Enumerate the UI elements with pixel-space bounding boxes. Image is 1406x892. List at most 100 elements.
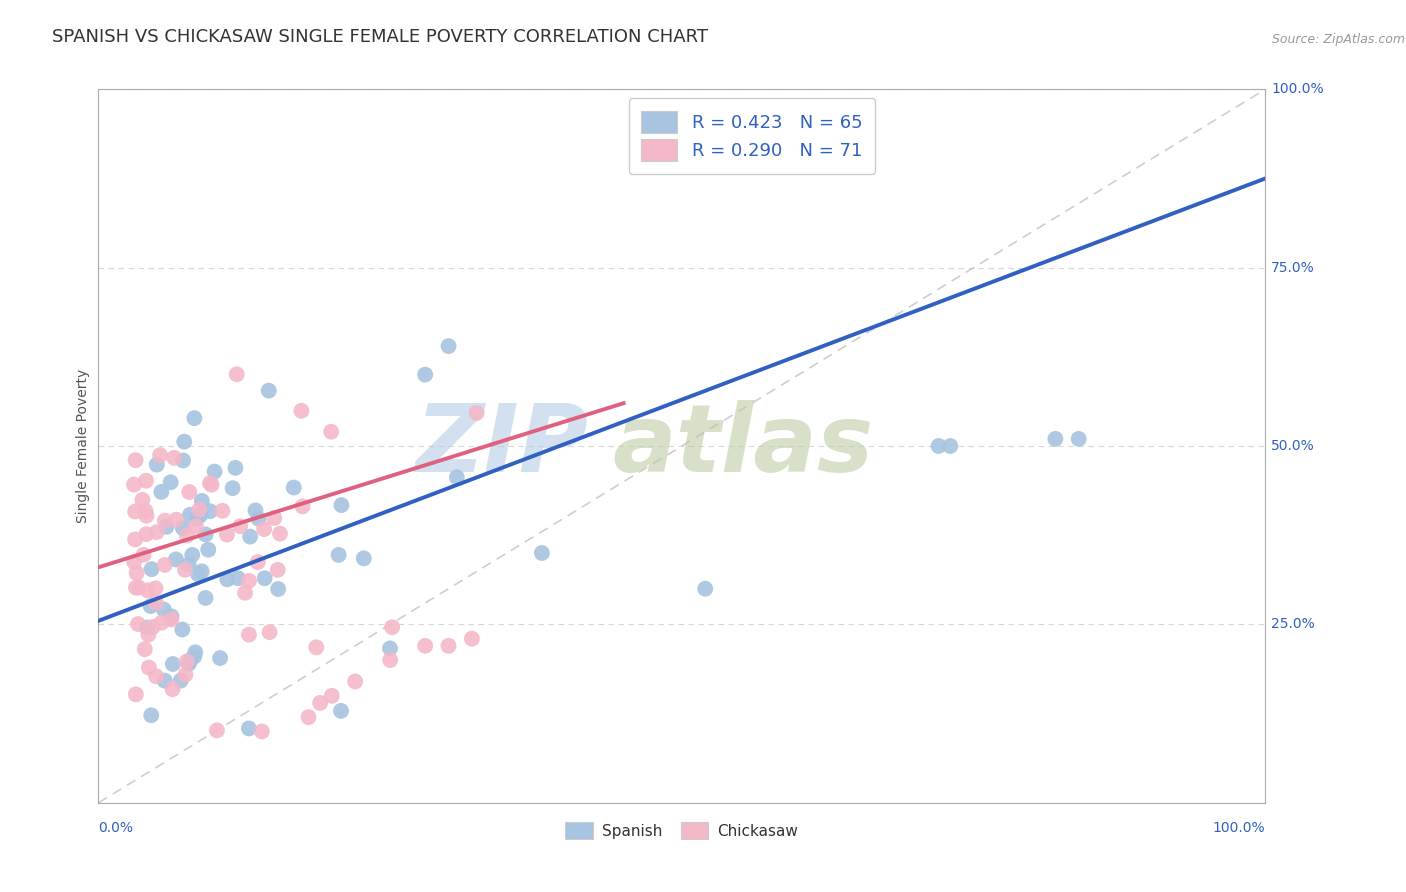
Point	[135, 527, 157, 541]
Point	[378, 641, 401, 656]
Point	[153, 673, 176, 688]
Point	[149, 448, 172, 462]
Point	[187, 567, 209, 582]
Point	[135, 508, 157, 523]
Point	[250, 724, 273, 739]
Point	[124, 504, 146, 518]
Point	[928, 439, 950, 453]
Point	[186, 512, 208, 526]
Point	[1045, 432, 1067, 446]
Point	[381, 620, 404, 634]
Point	[177, 558, 200, 572]
Text: 0.0%: 0.0%	[98, 821, 134, 835]
Point	[165, 513, 187, 527]
Point	[1067, 432, 1090, 446]
Point	[145, 596, 167, 610]
Point	[353, 551, 375, 566]
Point	[238, 574, 260, 588]
Point	[253, 571, 276, 585]
Point	[163, 450, 186, 465]
Point	[131, 492, 153, 507]
Point	[165, 552, 187, 566]
Text: 25.0%: 25.0%	[1271, 617, 1315, 632]
Point	[246, 555, 269, 569]
Point	[211, 504, 233, 518]
Point	[153, 558, 176, 572]
Point	[247, 512, 270, 526]
Point	[330, 498, 353, 512]
Point	[184, 519, 207, 533]
Point	[172, 453, 194, 467]
Point	[939, 439, 962, 453]
Point	[179, 653, 201, 667]
Point	[184, 645, 207, 659]
Point	[160, 612, 183, 626]
Point	[204, 465, 226, 479]
Text: 50.0%: 50.0%	[1271, 439, 1315, 453]
Point	[233, 586, 256, 600]
Point	[159, 475, 181, 490]
Text: 100.0%: 100.0%	[1271, 82, 1324, 96]
Point	[141, 708, 163, 723]
Point	[205, 723, 228, 738]
Point	[238, 722, 260, 736]
Point	[122, 477, 145, 491]
Text: ZIP: ZIP	[416, 400, 589, 492]
Point	[174, 667, 197, 681]
Point	[269, 526, 291, 541]
Point	[198, 476, 221, 491]
Point	[695, 582, 717, 596]
Point	[150, 615, 173, 630]
Point	[215, 527, 238, 541]
Point	[125, 581, 148, 595]
Point	[437, 339, 460, 353]
Point	[226, 571, 249, 585]
Point	[259, 625, 281, 640]
Point	[141, 562, 163, 576]
Point	[263, 511, 285, 525]
Text: SPANISH VS CHICKASAW SINGLE FEMALE POVERTY CORRELATION CHART: SPANISH VS CHICKASAW SINGLE FEMALE POVER…	[52, 29, 707, 46]
Point	[134, 642, 156, 657]
Point	[155, 520, 177, 534]
Point	[305, 640, 328, 655]
Point	[176, 655, 198, 669]
Point	[138, 627, 160, 641]
Point	[437, 639, 460, 653]
Point	[124, 533, 146, 547]
Point	[162, 682, 184, 697]
Point	[190, 565, 212, 579]
Point	[125, 566, 148, 580]
Point	[446, 470, 468, 484]
Point	[139, 599, 162, 613]
Point	[135, 474, 157, 488]
Point	[174, 563, 197, 577]
Point	[344, 674, 367, 689]
Point	[238, 627, 260, 641]
Point	[176, 528, 198, 542]
Point	[145, 669, 167, 683]
Point	[267, 582, 290, 596]
Point	[153, 602, 176, 616]
Point	[135, 504, 157, 518]
Point	[221, 481, 243, 495]
Point	[191, 494, 214, 508]
Point	[224, 460, 246, 475]
Point	[253, 522, 276, 536]
Point	[530, 546, 553, 560]
Point	[142, 620, 165, 634]
Point	[209, 651, 232, 665]
Point	[413, 639, 436, 653]
Point	[461, 632, 484, 646]
Point	[188, 502, 211, 516]
Legend: Spanish, Chickasaw: Spanish, Chickasaw	[560, 816, 804, 845]
Point	[200, 477, 222, 491]
Point	[257, 384, 280, 398]
Text: atlas: atlas	[612, 400, 873, 492]
Point	[297, 710, 319, 724]
Point	[172, 623, 194, 637]
Point	[197, 542, 219, 557]
Point	[321, 425, 343, 439]
Point	[283, 481, 305, 495]
Point	[138, 660, 160, 674]
Point	[162, 657, 184, 671]
